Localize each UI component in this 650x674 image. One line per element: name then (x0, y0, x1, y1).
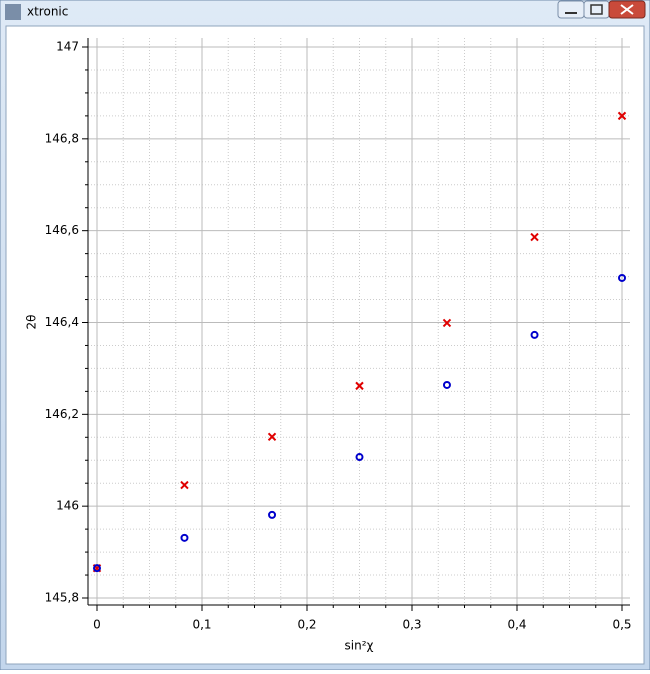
x-tick-label: 0,4 (507, 618, 526, 632)
point-marker (267, 432, 277, 442)
y-axis-label: 2θ (25, 315, 39, 330)
y-tick-label: 146,6 (45, 223, 79, 237)
maximize-button[interactable] (583, 0, 610, 19)
maximize-icon (590, 4, 603, 15)
point-marker (442, 380, 451, 389)
point-marker (530, 330, 539, 339)
x-axis-label: sin²χ (345, 639, 374, 653)
point-marker (180, 480, 189, 490)
close-icon (620, 4, 634, 15)
y-tick-label: 146,4 (45, 315, 79, 329)
x-tick-label: 0,3 (402, 618, 421, 632)
point-marker (530, 232, 539, 242)
point-marker (442, 318, 452, 328)
x-tick-label: 0,1 (192, 618, 211, 632)
y-tick-label: 147 (56, 40, 79, 54)
plot: 145,8 146 146,2 146,4 146,6 146,8 147 0 0,1 0,2 0,… (45, 38, 632, 632)
y-tick-label: 146,2 (45, 407, 79, 421)
x-tick-label: 0 (93, 618, 101, 632)
y-tick-label: 146 (56, 499, 79, 513)
point-marker (617, 111, 627, 121)
point-marker (268, 510, 277, 519)
plot-area (88, 38, 630, 605)
y-tick-label: 146,8 (45, 131, 79, 145)
point-marker (355, 381, 364, 391)
point-marker (618, 273, 626, 282)
y-tick-label: 145,8 (45, 591, 79, 605)
window-title: xtronic (27, 5, 68, 19)
point-marker (180, 533, 189, 542)
app-icon (5, 4, 21, 20)
minimize-button[interactable] (557, 0, 585, 19)
point-marker (93, 564, 101, 573)
point-marker (355, 453, 364, 462)
x-tick-label: 0,2 (297, 618, 316, 632)
x-tick-label: 0,5 (612, 618, 631, 632)
